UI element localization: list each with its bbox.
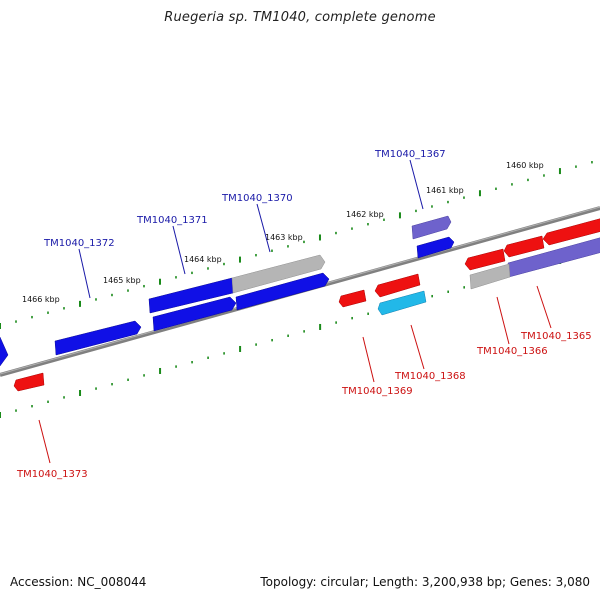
gene-label-tm1040-1366[interactable]: TM1040_1366 xyxy=(476,346,548,357)
gene-arrow-tm1040-1368[interactable] xyxy=(377,290,427,316)
gene-label-tm1040-1365[interactable]: TM1040_1365 xyxy=(520,331,592,342)
gene-label-tm1040-1370[interactable]: TM1040_1370 xyxy=(221,193,293,204)
gene-arrow-blue-long[interactable] xyxy=(235,272,330,311)
leader-tm1040-1370 xyxy=(256,203,271,253)
gene-label-tm1040-1369[interactable]: TM1040_1369 xyxy=(341,386,413,397)
gene-label-tm1040-1367[interactable]: TM1040_1367 xyxy=(374,149,446,160)
gene-label-tm1040-1372[interactable]: TM1040_1372 xyxy=(43,238,115,249)
upper-scale-ticks xyxy=(0,161,593,329)
scale-label-1460: 1460 kbp xyxy=(506,161,544,170)
scale-label-1466: 1466 kbp xyxy=(22,295,60,304)
gene-arrow-tm1040-1372[interactable] xyxy=(54,320,142,356)
map-title: Ruegeria sp. TM1040, complete genome xyxy=(164,10,436,25)
leader-tm1040-1367 xyxy=(409,159,424,210)
gene-label-tm1040-1373[interactable]: TM1040_1373 xyxy=(16,469,88,480)
leader-tm1040-1373 xyxy=(38,419,51,464)
leader-tm1040-1371 xyxy=(172,225,186,275)
gene-arrow-blue-lower[interactable] xyxy=(152,296,237,332)
gene-arrow-tm1040-1370[interactable] xyxy=(231,254,326,294)
scale-label-1463: 1463 kbp xyxy=(265,233,303,242)
leader-tm1040-1369 xyxy=(362,336,375,383)
gene-arrow-gray-right[interactable] xyxy=(469,263,511,290)
gene-arrow-tm1040-1373[interactable] xyxy=(13,372,45,392)
scale-label-1464: 1464 kbp xyxy=(184,255,222,264)
gene-arrow-red-mid[interactable] xyxy=(503,235,545,258)
gene-arrow-blue[interactable] xyxy=(0,336,9,368)
scale-label-1462: 1462 kbp xyxy=(346,210,384,219)
genome-summary-text: Topology: circular; Length: 3,200,938 bp… xyxy=(260,575,590,589)
gene-label-tm1040-1371[interactable]: TM1040_1371 xyxy=(136,215,208,226)
gene-arrow-tm1040-1366[interactable] xyxy=(464,248,506,271)
scale-label-1465: 1465 kbp xyxy=(103,276,141,285)
leader-tm1040-1365 xyxy=(536,285,552,329)
leader-tm1040-1372 xyxy=(78,248,91,299)
scale-label-1461: 1461 kbp xyxy=(426,186,464,195)
gene-label-tm1040-1368[interactable]: TM1040_1368 xyxy=(394,371,466,382)
gene-arrow-red-upper[interactable] xyxy=(374,273,421,298)
gene-arrow-tm1040-1369[interactable] xyxy=(338,289,367,308)
accession-text: Accession: NC_008044 xyxy=(10,575,147,589)
leader-tm1040-1366 xyxy=(496,296,510,345)
gene-arrow-blue-small[interactable] xyxy=(416,236,455,259)
gene-arrow-tm1040-1367[interactable] xyxy=(411,215,452,240)
leader-tm1040-1368 xyxy=(410,324,425,370)
